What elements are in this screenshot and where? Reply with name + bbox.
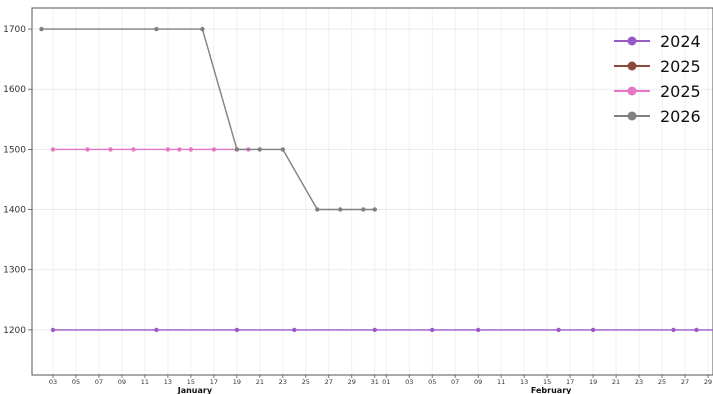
data-point bbox=[315, 207, 320, 212]
x-tick-label: 05 bbox=[72, 378, 80, 386]
x-tick-label: 25 bbox=[658, 378, 666, 386]
x-tick-label: 07 bbox=[451, 378, 459, 386]
y-axis: 1200 1300 1400 1500 1600 1700 bbox=[3, 25, 32, 336]
x-tick-label: 01 bbox=[382, 378, 390, 386]
x-tick-label: 19 bbox=[233, 378, 241, 386]
y-tick-label: 1200 bbox=[3, 326, 26, 336]
x-tick-label: 11 bbox=[141, 378, 149, 386]
data-point bbox=[292, 327, 297, 333]
x-tick-label: 29 bbox=[348, 378, 356, 386]
data-point bbox=[131, 147, 136, 152]
data-point bbox=[372, 327, 377, 333]
data-point bbox=[211, 147, 217, 152]
legend-swatch-marker bbox=[627, 36, 637, 46]
y-tick-label: 1700 bbox=[3, 25, 26, 35]
legend-label: 2024 bbox=[660, 32, 701, 51]
data-point bbox=[257, 147, 262, 152]
data-point bbox=[50, 327, 56, 333]
data-point bbox=[556, 327, 561, 333]
data-point bbox=[280, 147, 285, 152]
data-point bbox=[694, 327, 699, 333]
x-tick-label: 29 bbox=[704, 378, 712, 386]
month-label: January bbox=[177, 386, 213, 394]
x-tick-label: 15 bbox=[187, 378, 195, 386]
data-point bbox=[85, 147, 90, 152]
series-line bbox=[41, 28, 375, 211]
legend-label: 2026 bbox=[660, 107, 701, 126]
data-point bbox=[590, 327, 596, 333]
x-tick-label: 23 bbox=[279, 378, 287, 386]
legend-label: 2025 bbox=[660, 57, 701, 76]
data-point bbox=[108, 147, 113, 152]
plot-frame bbox=[31, 7, 713, 376]
x-tick-label: 09 bbox=[474, 378, 482, 386]
x-tick-label: 03 bbox=[49, 378, 57, 386]
series-lines bbox=[39, 26, 713, 333]
legend: 2024 2025 2025 2026 bbox=[614, 32, 701, 126]
data-point bbox=[234, 327, 240, 333]
y-tick-label: 1600 bbox=[3, 85, 26, 95]
data-point bbox=[430, 327, 435, 333]
x-tick-label: 21 bbox=[256, 378, 264, 386]
data-point bbox=[177, 147, 182, 152]
x-tick-label: 11 bbox=[497, 378, 505, 386]
data-point bbox=[671, 327, 676, 333]
x-tick-label: 17 bbox=[566, 378, 574, 386]
x-tick-label: 13 bbox=[520, 378, 528, 386]
legend-label: 2025 bbox=[660, 82, 701, 101]
x-tick-label: 27 bbox=[325, 378, 333, 386]
data-point bbox=[200, 26, 205, 32]
data-point bbox=[39, 26, 44, 32]
x-tick-label: 19 bbox=[589, 378, 597, 386]
legend-item: 2024 bbox=[614, 32, 701, 51]
y-tick-label: 1300 bbox=[3, 266, 26, 276]
x-tick-label: 17 bbox=[210, 378, 218, 386]
data-point bbox=[234, 147, 240, 152]
legend-item: 2025 bbox=[614, 57, 701, 76]
data-point bbox=[154, 327, 159, 333]
series-0 bbox=[50, 327, 713, 333]
x-tick-label: 07 bbox=[95, 378, 103, 386]
x-tick-label: 15 bbox=[543, 378, 551, 386]
data-point bbox=[361, 207, 366, 212]
data-point bbox=[188, 147, 194, 152]
legend-swatch-marker bbox=[627, 61, 637, 71]
x-tick-label: 27 bbox=[681, 378, 689, 386]
data-point bbox=[338, 207, 343, 212]
series-2 bbox=[50, 147, 251, 152]
grid bbox=[32, 8, 713, 375]
x-tick-label: 23 bbox=[635, 378, 643, 386]
x-tick-label: 21 bbox=[612, 378, 620, 386]
legend-item: 2026 bbox=[614, 107, 701, 126]
x-tick-label: 31 bbox=[371, 378, 379, 386]
y-tick-label: 1500 bbox=[3, 145, 26, 155]
x-tick-label: 05 bbox=[428, 378, 436, 386]
y-tick-label: 1400 bbox=[3, 206, 26, 216]
data-point bbox=[372, 207, 377, 212]
data-point bbox=[50, 147, 56, 152]
month-label: February bbox=[531, 386, 572, 394]
data-point bbox=[476, 327, 481, 333]
legend-item: 2025 bbox=[614, 82, 701, 101]
legend-swatch-marker bbox=[627, 111, 637, 121]
legend-swatch-marker bbox=[627, 86, 637, 96]
series-3 bbox=[39, 26, 377, 212]
x-axis: 03 05 07 09 11 13 15 17 19 21 23 25 27 29 31 01 03 05 07 09… bbox=[49, 375, 712, 394]
x-tick-label: 03 bbox=[405, 378, 413, 386]
x-tick-label: 13 bbox=[164, 378, 172, 386]
x-tick-label: 09 bbox=[118, 378, 126, 386]
data-point bbox=[154, 26, 159, 32]
data-point bbox=[165, 147, 171, 152]
x-tick-label: 25 bbox=[302, 378, 310, 386]
